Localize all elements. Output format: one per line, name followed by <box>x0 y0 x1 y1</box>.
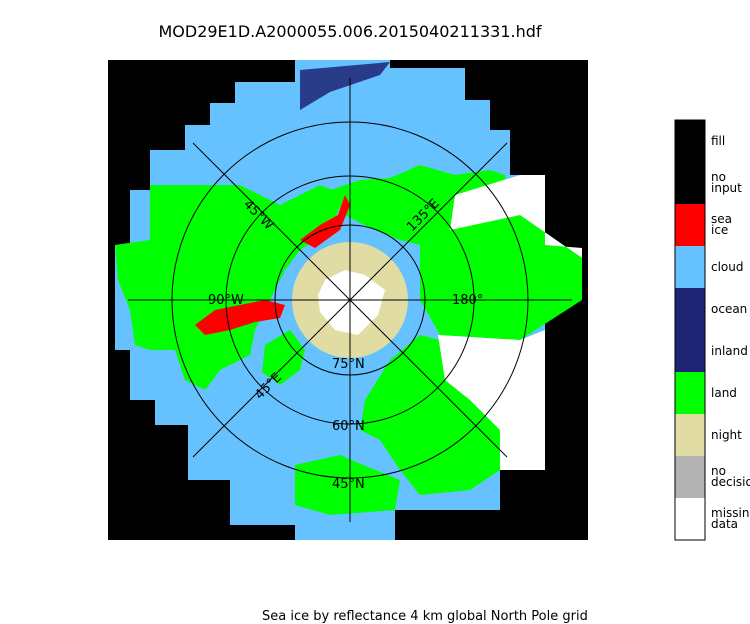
sea-ice-streak <box>195 300 285 335</box>
land-europe <box>360 335 500 495</box>
legend-label-fill: fill <box>711 134 725 148</box>
legend-swatch-missing-data <box>675 498 705 540</box>
land-south-strip <box>295 455 400 515</box>
polar-map-chart: 75°N 60°N 45°N 90°W 45°W 135°E 45°E 180°… <box>108 60 750 541</box>
graticule <box>128 78 572 522</box>
legend-label-inland: inland <box>711 344 748 358</box>
land-swath-right <box>420 215 582 340</box>
legend-swatch-no-input <box>675 162 705 204</box>
legend-label-cloud: cloud <box>711 260 744 274</box>
missing-data-wedge-upper <box>450 175 582 258</box>
ocean-patch <box>300 62 390 110</box>
map-panel: 75°N 60°N 45°N 90°W 45°W 135°E 45°E 180° <box>108 60 588 540</box>
lat-label-60: 60°N <box>332 419 365 434</box>
legend-label-no-decision: nodecision <box>711 464 750 489</box>
missing-data-wedge-lower <box>438 330 545 470</box>
legend-label-ocean: ocean <box>711 302 747 316</box>
legend-swatch-no-decision <box>675 456 705 498</box>
legend-swatch-ocean <box>675 288 705 330</box>
lon-label-90w: 90°W <box>208 293 244 308</box>
legend-label-no-input: no input <box>711 170 742 195</box>
land-greenland <box>262 330 305 385</box>
chart-title: MOD29E1D.A2000055.006.2015040211331.hdf <box>158 22 542 41</box>
lat-label-75: 75°N <box>332 357 365 372</box>
legend-swatch-fill <box>675 120 705 162</box>
meridian-135e-line <box>192 142 508 458</box>
lon-label-180: 180° <box>452 293 483 308</box>
legend-swatch-cloud <box>675 246 705 288</box>
chart-caption: Sea ice by reflectance 4 km global North… <box>262 609 588 624</box>
legend-label-sea-ice: sea ice <box>711 212 732 237</box>
legend-swatch-land <box>675 372 705 414</box>
legend-label-missing-data: missingdata <box>711 506 750 531</box>
legend-swatch-night <box>675 414 705 456</box>
legend-label-land: land <box>711 386 737 400</box>
legend-border <box>674 119 706 541</box>
lat-label-45: 45°N <box>332 477 365 492</box>
legend-swatch-sea-ice <box>675 204 705 246</box>
legend: fill no input sea ice cloud ocean inland land nig… <box>674 119 750 541</box>
legend-label-night: night <box>711 428 742 442</box>
legend-swatch-inland <box>675 330 705 372</box>
land-north-america <box>115 185 345 390</box>
